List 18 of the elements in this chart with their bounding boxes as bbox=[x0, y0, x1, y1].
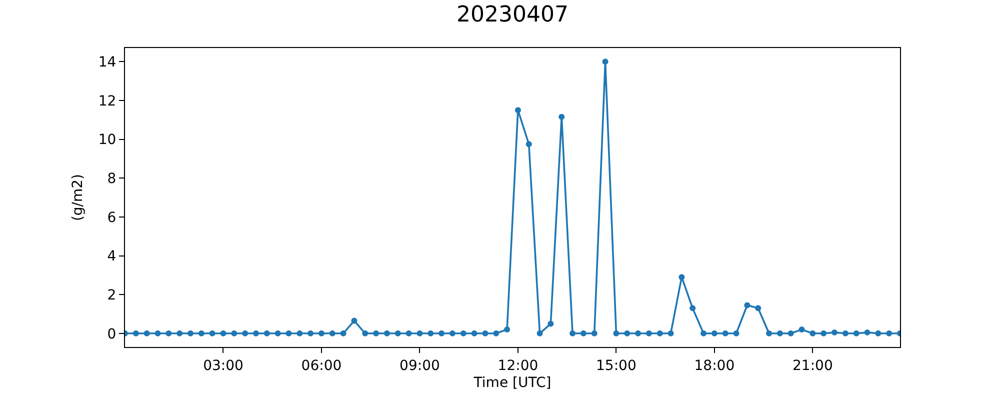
x-tick-label: 06:00 bbox=[301, 358, 342, 374]
y-tick-label: 4 bbox=[107, 248, 116, 265]
chart-title: 20230407 bbox=[456, 2, 568, 28]
x-axis-title: Time [UTC] bbox=[472, 375, 552, 392]
y-tick-label: 0 bbox=[107, 326, 116, 342]
x-tick-label: 12:00 bbox=[498, 358, 538, 374]
y-axis-title: (g/m2) bbox=[70, 174, 86, 222]
x-tick-label: 03:00 bbox=[203, 358, 244, 374]
y-tick-label: 10 bbox=[98, 132, 116, 148]
y-tick-label: 14 bbox=[98, 54, 116, 70]
y-tick-label: 6 bbox=[107, 210, 116, 226]
y-tick-label: 8 bbox=[107, 170, 116, 187]
x-tick-label: 09:00 bbox=[400, 358, 440, 374]
y-tick-label: 2 bbox=[107, 287, 116, 304]
x-tick-label: 21:00 bbox=[792, 358, 833, 374]
x-tick-label: 18:00 bbox=[694, 358, 735, 374]
x-tick-label: 15:00 bbox=[596, 358, 636, 374]
y-tick-label: 12 bbox=[98, 93, 116, 110]
